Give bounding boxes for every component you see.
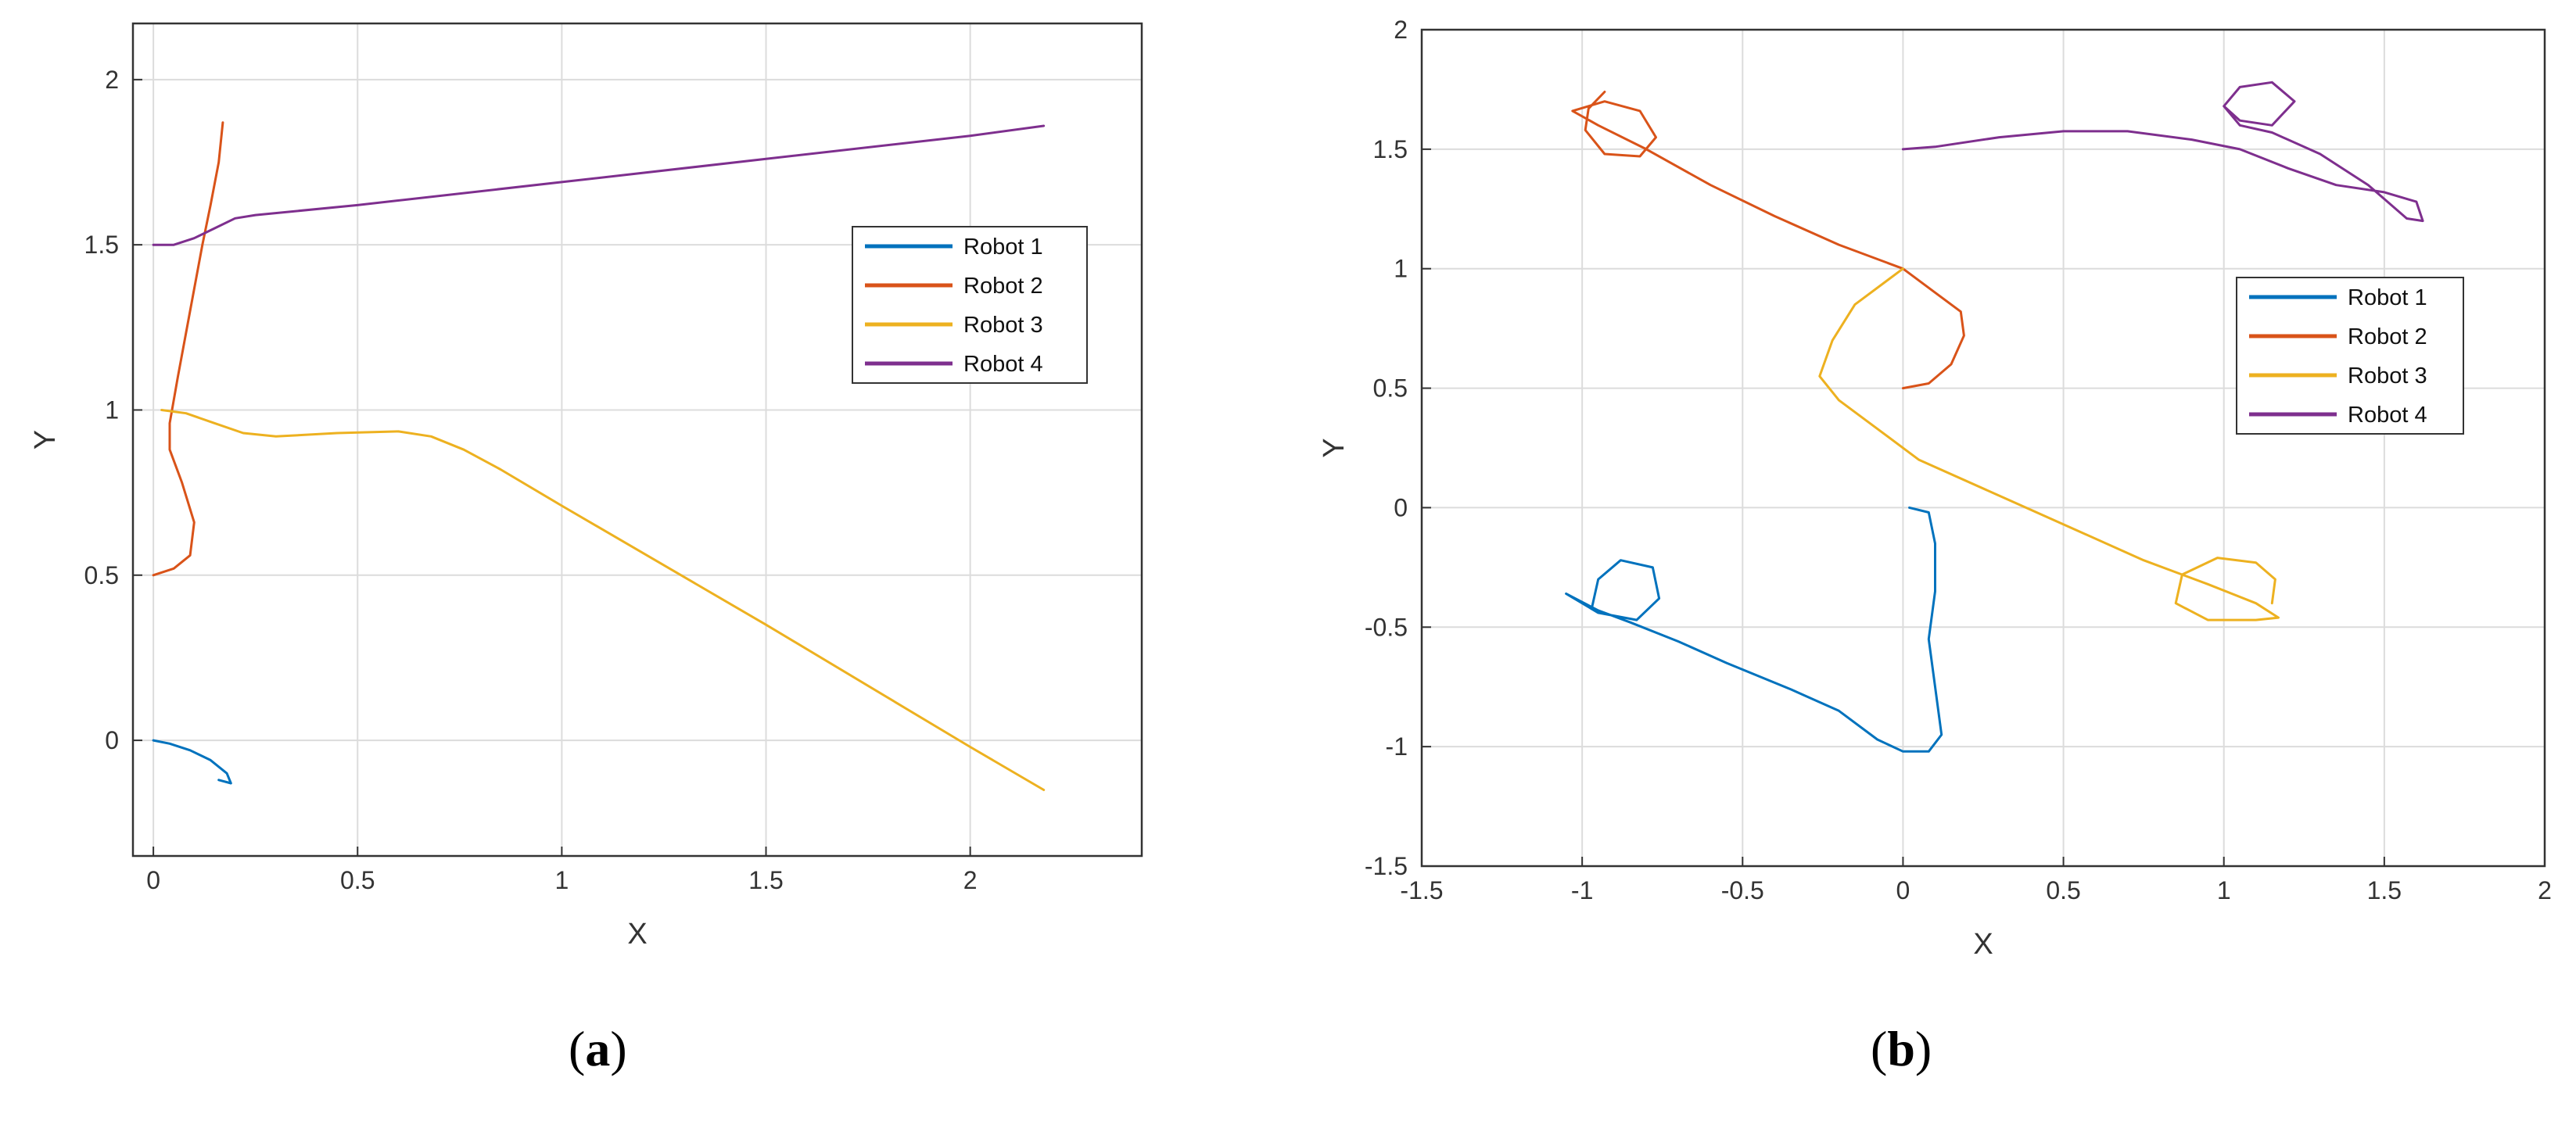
x-tick-label: 0.5: [2046, 876, 2080, 904]
caption-b-letter: b: [1887, 1021, 1915, 1076]
y-axis-label: Y: [29, 430, 62, 449]
caption-a: (a): [569, 1021, 627, 1076]
series-line-robot-2: [152, 121, 224, 577]
legend-label-robot-4: Robot 4: [2348, 403, 2427, 428]
x-axis-label: X: [627, 918, 647, 951]
y-tick-label: -1: [1386, 732, 1408, 761]
legend: Robot 1 Robot 2 Robot 3 Robot 4: [852, 226, 1088, 384]
x-tick-label: 0: [146, 866, 160, 894]
y-tick-label: 1.5: [84, 231, 119, 259]
x-tick-label: -0.5: [1721, 876, 1764, 904]
legend-label-robot-3: Robot 3: [2348, 363, 2427, 389]
x-tick-label: 1.5: [748, 866, 783, 894]
legend-box: [852, 226, 1088, 384]
legend-label-robot-1: Robot 1: [2348, 285, 2427, 310]
legend-label-robot-1: Robot 1: [963, 235, 1043, 260]
x-tick-label: -1.5: [1400, 876, 1443, 904]
caption-a-letter: a: [585, 1021, 611, 1076]
y-axis-label: Y: [1318, 438, 1351, 457]
legend-box: [2236, 277, 2464, 435]
x-tick-label: 1: [2217, 876, 2231, 904]
y-tick-label: 1: [1394, 255, 1408, 283]
series-line-robot-1: [152, 739, 232, 785]
y-tick-label: 1.5: [1373, 135, 1408, 163]
chart-b-svg: -1.5 -1 -0.5 0 0.5 1 1.5 2 -1.5 -1 -0.5 0 0.5 1 1.5 2 X Y…: [1318, 16, 2552, 961]
series-line-robot-4: [1901, 81, 2424, 223]
y-tick-label: -1.5: [1365, 852, 1408, 880]
plot-area: [1422, 30, 2545, 866]
series-line-robot-3: [1818, 267, 2280, 621]
axes-box: [131, 22, 1143, 858]
x-tick-label: 1.5: [2367, 876, 2402, 904]
y-tick-label: 0: [1394, 493, 1408, 521]
series-line-robot-2: [1571, 91, 1965, 390]
y-tick-label: 0.5: [84, 561, 119, 589]
series-line-robot-4: [152, 124, 1046, 246]
legend-label-robot-2: Robot 2: [963, 274, 1043, 299]
panel-a: 0 0.5 1 1.5 2 0 0.5 1 1.5 2 X Y Robot 1 Robot 2 Robot …: [0, 0, 1251, 1128]
plot-area: [133, 23, 1142, 856]
legend-label-robot-2: Robot 2: [2348, 324, 2427, 349]
axes-box: [1420, 28, 2546, 868]
series-line-robot-3: [160, 409, 1046, 791]
y-tick-label: 0: [105, 726, 119, 754]
y-tick-label: 1: [105, 396, 119, 424]
y-tick-label: 2: [105, 66, 119, 94]
x-tick-label: 2: [2538, 876, 2552, 904]
x-tick-label: 2: [963, 866, 978, 894]
legend-label-robot-3: Robot 3: [963, 313, 1043, 338]
y-tick-label: 0.5: [1373, 374, 1408, 403]
x-tick-label: 0: [1896, 876, 1910, 904]
series-line-robot-1: [1565, 506, 1943, 753]
x-tick-label: -1: [1571, 876, 1593, 904]
x-tick-label: 1: [554, 866, 569, 894]
caption-b: (b): [1871, 1021, 1932, 1076]
y-tick-label: -0.5: [1365, 613, 1408, 641]
y-tick-label: 2: [1394, 16, 1408, 44]
x-axis-label: X: [1973, 928, 1993, 961]
x-tick-label: 0.5: [340, 866, 375, 894]
legend: Robot 1 Robot 2 Robot 3 Robot 4: [2236, 277, 2464, 435]
legend-label-robot-4: Robot 4: [963, 352, 1043, 377]
panel-b: -1.5 -1 -0.5 0 0.5 1 1.5 2 -1.5 -1 -0.5 0 0.5 1 1.5 2 X Y…: [1318, 0, 2576, 1128]
